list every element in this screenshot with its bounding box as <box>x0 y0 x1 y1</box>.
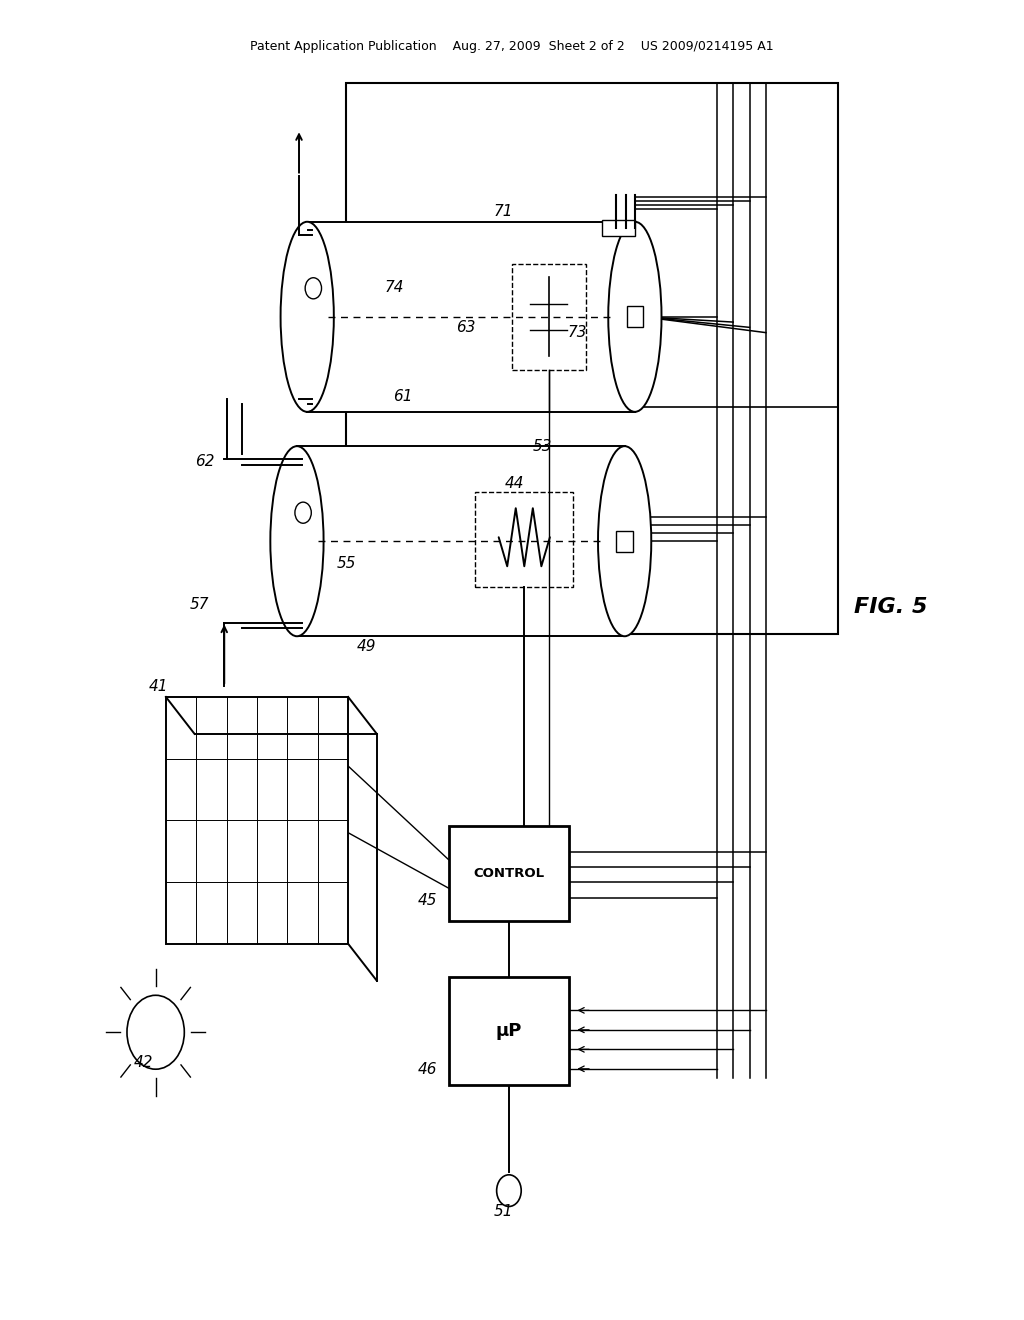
Bar <box>449 826 569 921</box>
Bar <box>346 83 838 634</box>
Bar <box>512 264 586 370</box>
Text: 55: 55 <box>336 556 356 572</box>
Text: 41: 41 <box>148 678 169 694</box>
Ellipse shape <box>608 222 662 412</box>
Text: 62: 62 <box>195 454 215 470</box>
Circle shape <box>305 277 322 298</box>
Text: 51: 51 <box>494 1204 514 1220</box>
Circle shape <box>497 1175 521 1206</box>
Bar <box>602 220 635 236</box>
Text: μP: μP <box>496 1022 522 1040</box>
Bar <box>616 531 633 552</box>
Text: 73: 73 <box>567 325 588 341</box>
Text: Patent Application Publication    Aug. 27, 2009  Sheet 2 of 2    US 2009/0214195: Patent Application Publication Aug. 27, … <box>250 40 774 53</box>
Text: FIG. 5: FIG. 5 <box>854 597 928 618</box>
Text: 45: 45 <box>417 892 437 908</box>
Bar <box>297 446 625 636</box>
Text: 46: 46 <box>417 1061 437 1077</box>
Bar <box>166 697 348 944</box>
Circle shape <box>295 502 311 523</box>
Text: 71: 71 <box>494 203 514 219</box>
Text: 44: 44 <box>504 475 524 491</box>
Text: 61: 61 <box>392 388 413 404</box>
Text: 57: 57 <box>189 597 210 612</box>
Ellipse shape <box>281 222 334 412</box>
Ellipse shape <box>598 446 651 636</box>
Text: 49: 49 <box>356 639 377 655</box>
Bar <box>449 977 569 1085</box>
Bar <box>475 492 573 587</box>
Text: 63: 63 <box>456 319 476 335</box>
Text: 53: 53 <box>532 438 553 454</box>
Text: 42: 42 <box>133 1055 154 1071</box>
Text: CONTROL: CONTROL <box>473 867 545 880</box>
Ellipse shape <box>270 446 324 636</box>
Bar <box>307 222 635 412</box>
Text: 74: 74 <box>384 280 404 296</box>
Bar <box>627 306 643 327</box>
